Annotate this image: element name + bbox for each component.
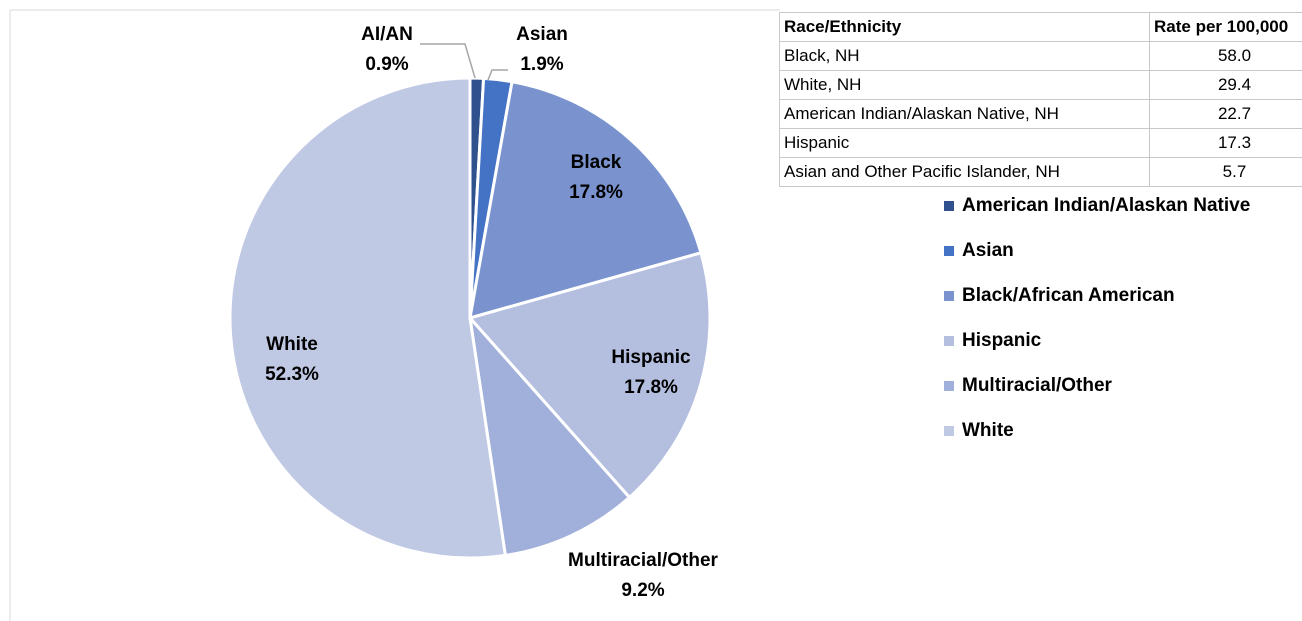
pie-slice — [228, 76, 508, 560]
table-cell: Hispanic — [779, 128, 1150, 158]
pie-slice — [468, 79, 703, 321]
table-row: Asian and Other Pacific Islander, NH 5.7 — [779, 157, 1302, 187]
slice-label: Hispanic — [611, 347, 691, 368]
table-cell: American Indian/Alaskan Native, NH — [779, 99, 1150, 129]
table-row: Hispanic 17.3 — [779, 128, 1302, 158]
slice-value: 17.8% — [624, 377, 678, 398]
legend-swatch — [944, 246, 954, 256]
slice-label: Asian — [516, 24, 568, 45]
legend-swatch — [944, 426, 954, 436]
slice-label: Multiracial/Other — [568, 550, 719, 571]
table-cell: 5.7 — [1149, 157, 1302, 187]
legend-swatch — [944, 381, 954, 391]
legend-label: Asian — [962, 240, 1014, 261]
table-cell: Black, NH — [779, 41, 1150, 71]
table-row: White, NH 29.4 — [779, 70, 1302, 100]
table-cell: Asian and Other Pacific Islander, NH — [779, 157, 1150, 187]
rate-table: Race/Ethnicity Rate per 100,000 Black, NH 5… — [779, 12, 1302, 187]
legend-label: Hispanic — [962, 330, 1042, 351]
header-cell: Race/Ethnicity — [779, 12, 1150, 42]
legend-label: American Indian/Alaskan Native — [962, 195, 1250, 216]
table-cell: 58.0 — [1149, 41, 1302, 71]
table-row: Black, NH 58.0 — [779, 41, 1302, 71]
slice-label: AI/AN — [361, 24, 413, 45]
slice-value: 52.3% — [265, 364, 319, 385]
table-cell: White, NH — [779, 70, 1150, 100]
leader-line — [487, 69, 508, 81]
leader-line — [420, 43, 476, 79]
slice-value: 9.2% — [621, 580, 664, 601]
legend-swatch — [944, 336, 954, 346]
header-cell: Rate per 100,000 — [1149, 12, 1302, 42]
table-row: American Indian/Alaskan Native, NH 22.7 — [779, 99, 1302, 129]
pie-slice — [467, 313, 632, 558]
pie-slice — [467, 250, 712, 500]
slice-label: White — [266, 334, 318, 355]
table-header: Race/Ethnicity Rate per 100,000 — [779, 12, 1302, 42]
legend-label: Black/African American — [962, 285, 1175, 306]
slice-value: 0.9% — [365, 54, 408, 75]
table-cell: 17.3 — [1149, 128, 1302, 158]
table-cell: 22.7 — [1149, 99, 1302, 129]
slice-value: 1.9% — [520, 54, 563, 75]
legend-label: White — [962, 420, 1014, 441]
slice-label: Black — [571, 152, 622, 173]
legend-swatch — [944, 291, 954, 301]
legend-label: Multiracial/Other — [962, 375, 1113, 396]
slice-value: 17.8% — [569, 182, 623, 203]
table-cell: 29.4 — [1149, 70, 1302, 100]
legend-swatch — [944, 201, 954, 211]
